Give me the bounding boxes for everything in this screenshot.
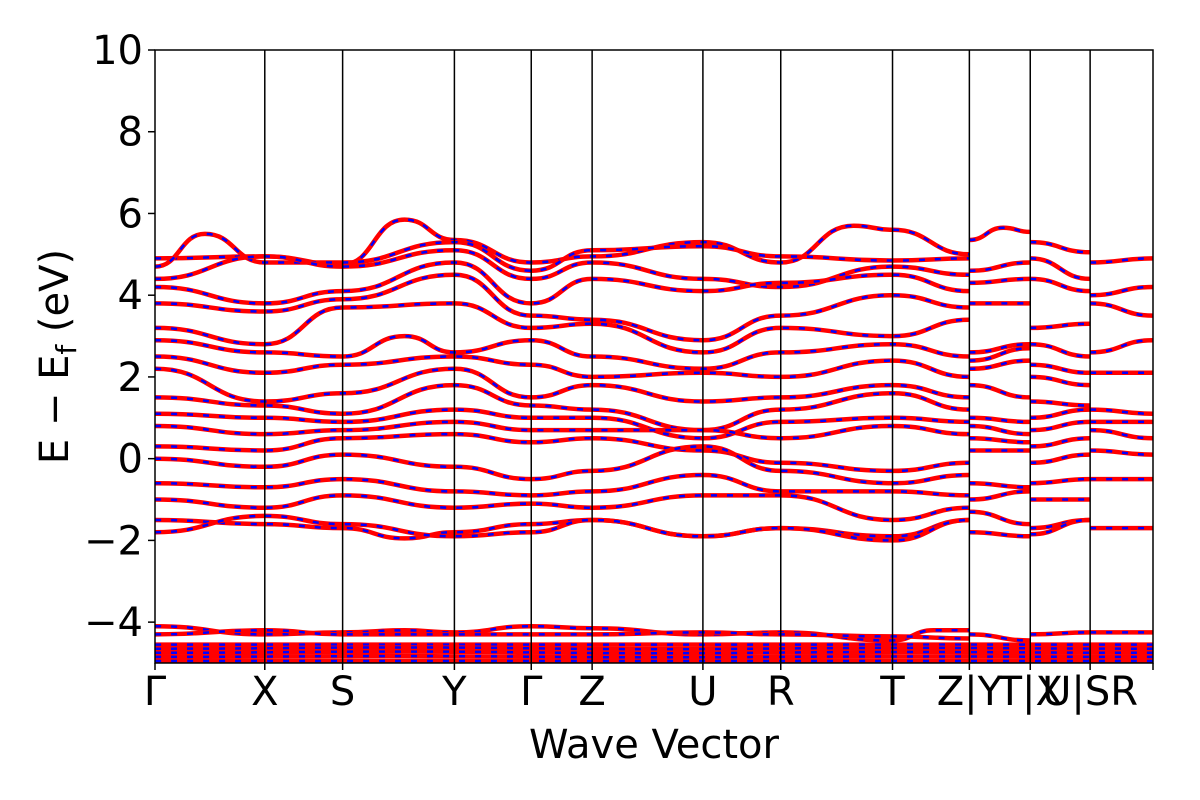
y-tick-label-2: 0 xyxy=(118,437,143,483)
y-axis-title-unit: (eV) xyxy=(32,249,78,345)
y-tick-label-0: −4 xyxy=(84,600,143,646)
band-18-seg-1-spin-down xyxy=(969,633,1031,642)
y-axis-title-main: E − E xyxy=(32,355,78,465)
band-11-seg-1-spin-down xyxy=(969,436,1031,444)
band-1-seg-0-spin-down xyxy=(154,232,970,272)
band-2-seg-0-spin-up xyxy=(154,247,970,290)
band-8-seg-0-spin-up xyxy=(154,366,970,404)
band-3-seg-2-spin-up xyxy=(1030,276,1091,294)
band-4-seg-0-spin-up xyxy=(154,272,970,343)
band-16-seg-1-spin-down xyxy=(969,530,1031,538)
band-22-seg-0-spin-down xyxy=(154,650,1154,655)
band-2-seg-0-spin-down xyxy=(154,248,970,289)
y-tick-label-7: 10 xyxy=(92,28,143,74)
x-tick-label-10: T|X xyxy=(997,669,1063,715)
band-0-seg-2-spin-down xyxy=(1030,240,1091,254)
band-11-seg-3-spin-up xyxy=(1090,448,1154,457)
band-7-seg-1-spin-up xyxy=(969,358,1031,372)
y-axis-title: E − Ef (eV) xyxy=(32,249,83,464)
band-5-seg-0-spin-down xyxy=(154,302,970,354)
x-tick-label-5: Z xyxy=(578,669,605,715)
band-3-seg-1-spin-down xyxy=(969,277,1031,285)
band-7-seg-2-spin-down xyxy=(1030,375,1091,387)
band-3-seg-3-spin-down xyxy=(1090,302,1154,317)
band-12-seg-0-spin-down xyxy=(154,432,970,473)
band-7-seg-3-spin-up xyxy=(1090,407,1154,416)
x-tick-label-9: Z|Y xyxy=(937,669,1003,715)
band-10-seg-3-spin-up xyxy=(1090,427,1154,441)
band-0-seg-1-spin-down xyxy=(969,226,1031,242)
band-2-seg-1-spin-up xyxy=(969,260,1031,273)
band-15-seg-0-spin-down xyxy=(154,494,970,522)
band-17-seg-0-spin-up xyxy=(154,513,970,543)
y-axis: −4 −2 0 2 4 6 8 10 xyxy=(84,28,155,646)
band-7-seg-0-spin-up xyxy=(154,354,970,380)
band-13-seg-0-spin-down xyxy=(154,445,970,485)
x-tick-label-8: T xyxy=(879,669,905,715)
band-13-seg-2-spin-down xyxy=(1030,477,1091,485)
band-9-seg-2-spin-down xyxy=(1030,408,1091,420)
x-tick-label-7: R xyxy=(767,669,795,715)
band-14-seg-1-spin-up xyxy=(969,489,1031,502)
x-tick-label-6: U xyxy=(688,669,717,715)
band-11-seg-2-spin-down xyxy=(1030,436,1091,448)
y-tick-label-5: 6 xyxy=(118,191,143,237)
band-5-seg-1-spin-up xyxy=(969,341,1031,355)
band-9-seg-1-spin-down xyxy=(969,416,1031,424)
band-13-seg-1-spin-down xyxy=(969,481,1031,489)
band-17-seg-0-spin-down xyxy=(154,514,970,542)
band-2-seg-3-spin-up xyxy=(1090,284,1154,298)
band-4-seg-2-spin-down xyxy=(1030,322,1091,330)
kpoint-divider-lines xyxy=(264,50,1091,663)
band-12-seg-2-spin-down xyxy=(1030,453,1091,465)
y-tick-label-4: 4 xyxy=(118,273,143,319)
band-8-seg-1-spin-up xyxy=(969,382,1031,400)
band-9-seg-0-spin-down xyxy=(154,383,970,432)
band-8-seg-2-spin-down xyxy=(1030,400,1091,407)
bands-layer xyxy=(154,217,1154,664)
x-tick-label-0: Γ xyxy=(144,669,167,715)
band-21-seg-0-spin-down xyxy=(154,646,1154,651)
band-3-seg-0-spin-down xyxy=(154,261,970,305)
x-tick-label-3: Y xyxy=(441,669,467,715)
band-6-seg-2-spin-down xyxy=(1030,363,1091,375)
y-axis-title-subscript: f xyxy=(50,344,83,355)
x-tick-label-4: Γ xyxy=(520,669,543,715)
band-1-seg-0-spin-up xyxy=(154,231,970,273)
band-6-seg-1-spin-up xyxy=(969,346,1031,363)
x-tick-label-2: S xyxy=(330,669,355,715)
band-11-seg-0-spin-down xyxy=(154,420,970,440)
band-14-seg-0-spin-down xyxy=(154,473,970,497)
band-23-seg-0-spin-down xyxy=(154,654,1154,659)
band-16-seg-2-spin-up xyxy=(1030,517,1091,537)
band-15-seg-1-spin-up xyxy=(969,509,1031,527)
plot-frame xyxy=(154,49,1154,664)
x-tick-label-11: U|SR xyxy=(1042,669,1138,715)
band-11-seg-0-spin-up xyxy=(154,419,970,441)
band-0-seg-3-spin-up xyxy=(1090,256,1154,265)
band-10-seg-2-spin-down xyxy=(1030,420,1091,432)
x-axis: Γ X S Y Γ Z U R T Z|YT|XU|SR xyxy=(144,663,1154,715)
band-5-seg-2-spin-up xyxy=(1030,341,1091,359)
y-tick-label-1: −2 xyxy=(84,518,143,564)
band-10-seg-1-spin-up xyxy=(969,423,1031,437)
band-4-seg-0-spin-down xyxy=(154,273,970,342)
x-tick-label-1: X xyxy=(251,669,278,715)
band-10-seg-0-spin-down xyxy=(154,408,970,440)
band-2-seg-2-spin-down xyxy=(1030,257,1091,281)
y-tick-label-6: 8 xyxy=(118,110,143,156)
band-0-seg-1-spin-up xyxy=(969,225,1031,243)
band-18-seg-2-spin-down xyxy=(1030,631,1091,636)
band-4-seg-3-spin-down xyxy=(1090,338,1154,354)
y-tick-label-3: 2 xyxy=(118,355,143,401)
band-19-seg-0-spin-down xyxy=(154,629,970,640)
band-7-seg-0-spin-down xyxy=(154,355,970,379)
x-axis-title: Wave Vector xyxy=(529,722,780,768)
